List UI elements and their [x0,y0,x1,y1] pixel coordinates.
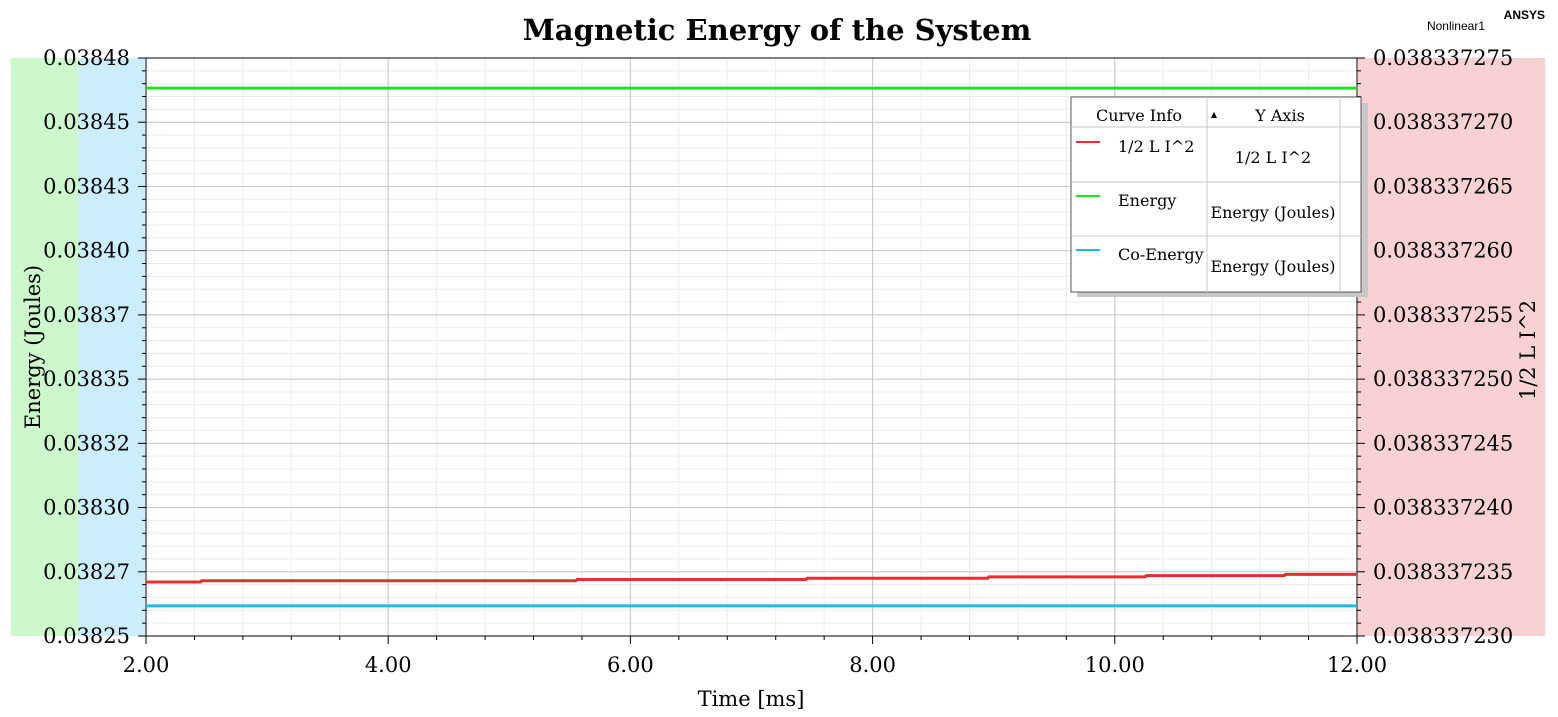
x-axis-title: Time [ms] [698,687,805,711]
legend-axis-name: 1/2 L I^2 [1235,148,1311,167]
y-tick-label-right: 0.038337275 [1373,46,1513,70]
y-tick-label-left: 0.03835 [43,367,130,391]
y-tick-label-left: 0.03825 [43,624,130,648]
tick-labels: 2.00 4.00 6.00 8.00 10.00 12.00 0.03825 0.03827… [43,46,1513,677]
legend-curve-name: 1/2 L I^2 [1118,137,1194,156]
x-tick-label: 6.00 [607,653,654,677]
y-tick-label-right: 0.038337255 [1373,303,1513,327]
y-tick-label-left: 0.03848 [43,46,130,70]
legend-row[interactable]: Energy Energy (Joules) [1076,191,1336,222]
y-tick-label-right: 0.038337240 [1373,496,1513,520]
legend-box [1070,96,1362,293]
plot-frame [145,57,1358,637]
y-axis-title-right: 1/2 L I^2 [1516,300,1540,400]
x-tick-label: 12.00 [1327,653,1387,677]
chart-title: Magnetic Energy of the System [523,13,1032,47]
x-tick-label: 8.00 [849,653,896,677]
y-tick-label-right: 0.038337235 [1373,560,1513,584]
coenergy-axis-band[interactable] [79,58,145,636]
y-tick-label-left: 0.03845 [43,110,130,134]
y-axis-title-left: Energy (Joules) [21,265,45,429]
energy-axis-band[interactable] [11,58,79,636]
y-tick-label-left: 0.03827 [43,560,130,584]
x-tick-label: 2.00 [123,653,170,677]
y-tick-label-right: 0.038337260 [1373,239,1513,263]
y-tick-label-left: 0.03840 [43,239,130,263]
sort-arrow-icon[interactable]: ▲ [1211,110,1218,119]
legend[interactable]: Curve Info ▲ Y Axis 1/2 L I^2 1/2 L I^2 … [1070,96,1368,297]
y-tick-label-right: 0.038337265 [1373,174,1513,198]
y-tick-label-right: 0.038337270 [1373,110,1513,134]
x-tick-label: 10.00 [1085,653,1145,677]
y-tick-label-left: 0.03830 [43,496,130,520]
legend-header-curve[interactable]: Curve Info [1096,106,1182,125]
legend-axis-name: Energy (Joules) [1210,203,1335,222]
x-tick-label: 4.00 [365,653,412,677]
right-axis-band[interactable] [1358,58,1545,636]
series-lines [146,86,1357,608]
brand-label: ANSYS [1504,8,1545,22]
design-name-label: Nonlinear1 [1427,19,1485,33]
legend-row[interactable]: 1/2 L I^2 1/2 L I^2 [1076,137,1311,167]
series-line-1-2-l-i-2[interactable] [146,572,1357,584]
tick-marks [138,57,1365,644]
legend-curve-name: Energy [1118,191,1176,210]
y-tick-label-left: 0.03832 [43,431,130,455]
legend-header-axis[interactable]: Y Axis [1254,106,1305,125]
y-tick-label-right: 0.038337230 [1373,624,1513,648]
y-tick-label-right: 0.038337245 [1373,431,1513,455]
y-tick-label-left: 0.03843 [43,174,130,198]
legend-axis-name: Energy (Joules) [1210,257,1335,276]
y-tick-label-left: 0.03837 [43,303,130,327]
y-tick-label-right: 0.038337250 [1373,367,1513,391]
legend-row[interactable]: Co-Energy Energy (Joules) [1076,245,1336,276]
legend-curve-name: Co-Energy [1118,245,1204,264]
